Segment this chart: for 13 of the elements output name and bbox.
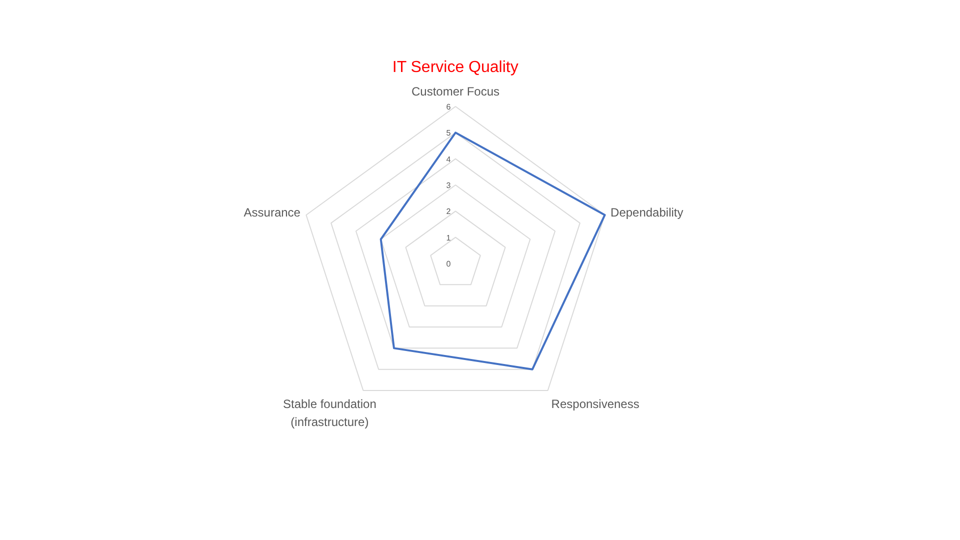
spoke-label: Assurance [244, 206, 301, 220]
spoke-label: Responsiveness [551, 396, 640, 411]
y-tick-label: 0 [446, 260, 452, 268]
y-tick-label: 6 [446, 102, 452, 112]
spoke-label: Stable foundation (infrastructure) [282, 396, 376, 430]
y-tick-label: 1 [446, 233, 452, 242]
spoke-label: Dependability [610, 206, 684, 220]
chart-title: IT Service Quality [392, 59, 518, 76]
y-tick-label: 2 [446, 207, 452, 216]
spoke-label: Customer Focus [411, 84, 500, 98]
y-tick-label: 3 [446, 181, 452, 190]
y-tick-label: 5 [446, 128, 452, 138]
y-tick-label: 4 [446, 154, 452, 164]
